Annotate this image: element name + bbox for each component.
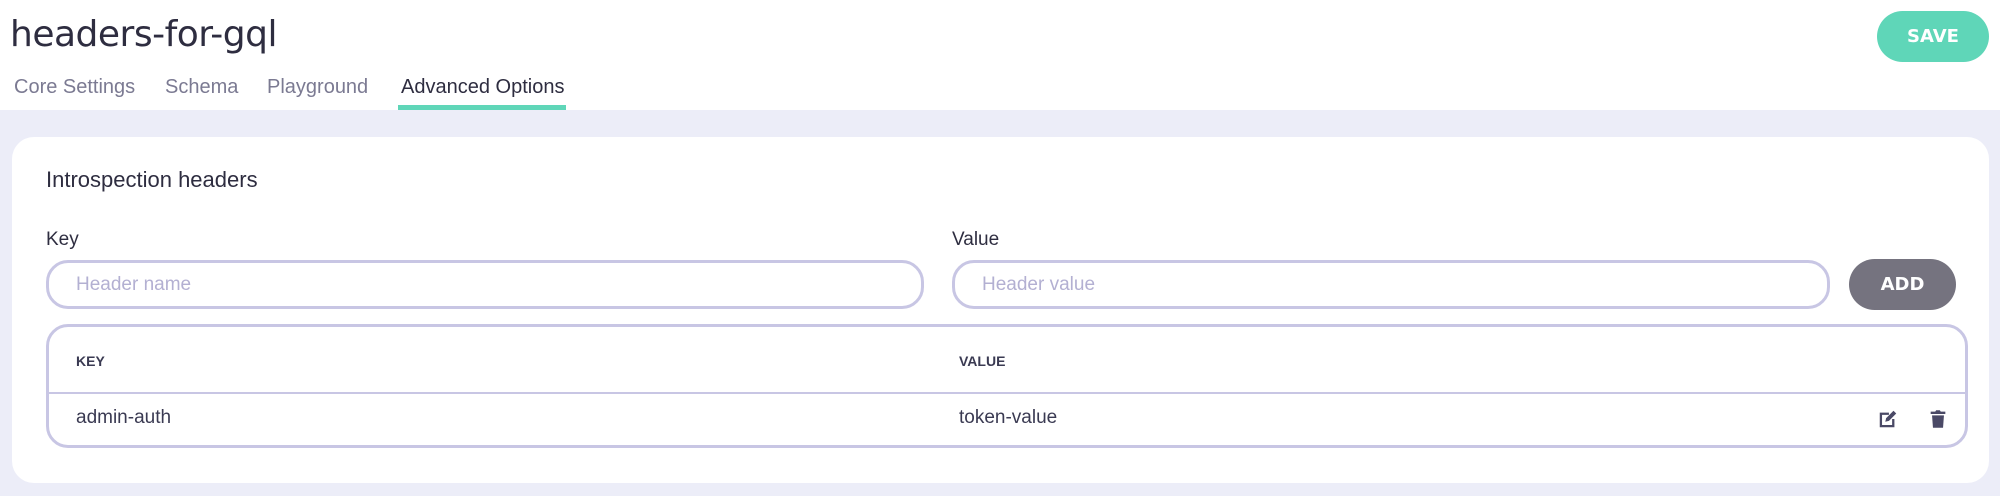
trash-icon[interactable] xyxy=(1927,408,1949,430)
row-key: admin-auth xyxy=(76,407,172,428)
add-button[interactable]: ADD xyxy=(1849,259,1956,310)
tab-advanced-options[interactable]: Advanced Options xyxy=(401,76,565,98)
row-value: token-value xyxy=(959,407,1058,428)
header-value-input[interactable] xyxy=(952,260,1830,309)
tab-playground[interactable]: Playground xyxy=(267,76,369,98)
tab-schema[interactable]: Schema xyxy=(165,76,239,98)
value-label: Value xyxy=(952,229,1000,250)
section-title: Introspection headers xyxy=(46,167,258,192)
save-button[interactable]: SAVE xyxy=(1877,11,1989,62)
header-divider xyxy=(49,392,1965,394)
column-header-value: VALUE xyxy=(959,353,1006,369)
column-header-key: KEY xyxy=(76,353,105,369)
key-label: Key xyxy=(46,229,79,250)
headers-table: KEY VALUE admin-auth token-value xyxy=(46,324,1968,448)
page-title: headers-for-gql xyxy=(10,14,277,55)
edit-icon[interactable] xyxy=(1877,408,1899,430)
tab-core-settings[interactable]: Core Settings xyxy=(14,76,136,98)
active-tab-indicator xyxy=(398,105,566,110)
introspection-headers-card: Introspection headers Key Value ADD KEY … xyxy=(12,137,1989,483)
header-name-input[interactable] xyxy=(46,260,924,309)
